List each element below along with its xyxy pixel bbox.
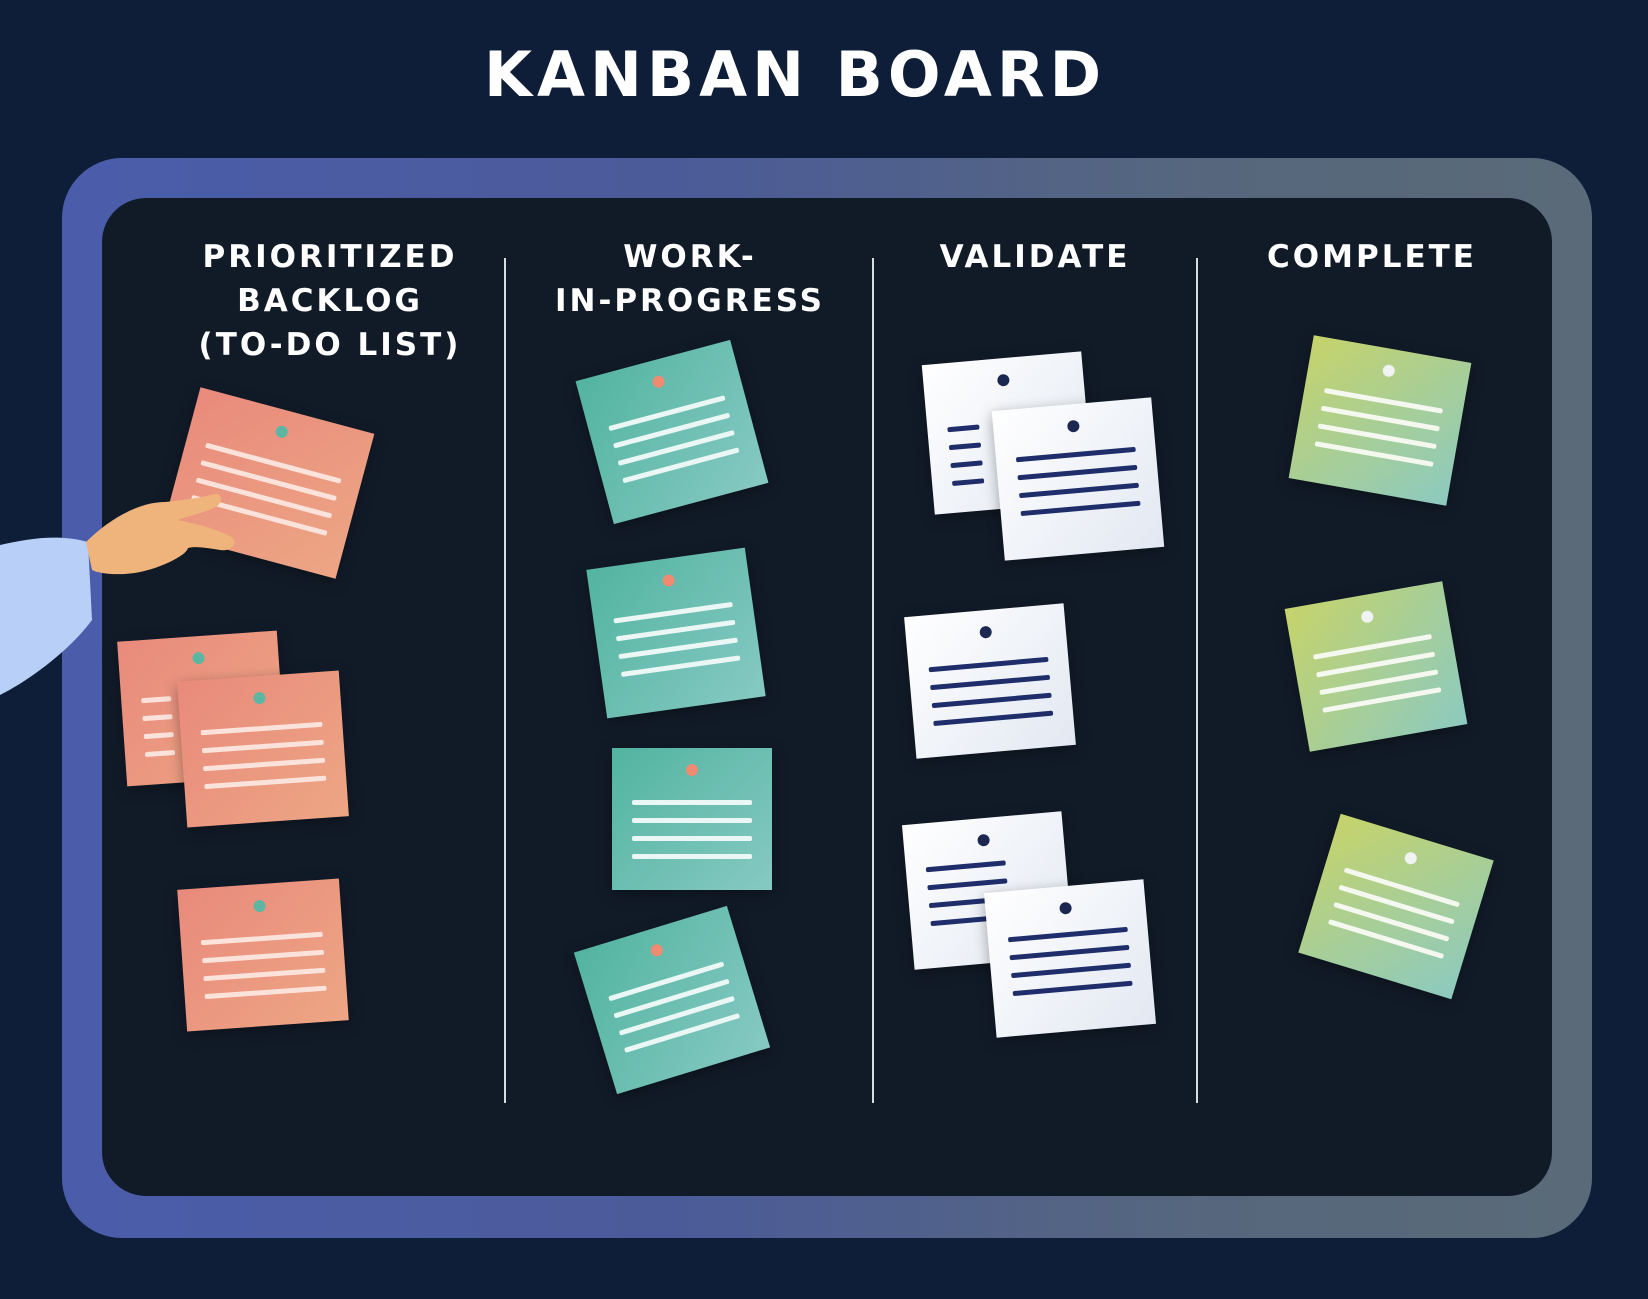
wip-card[interactable] [612,748,772,890]
pin-icon [649,942,665,958]
pin-icon [977,833,991,847]
pin-icon [274,424,290,440]
pin-icon [1059,901,1073,915]
pin-icon [1360,609,1375,624]
page-title: KANBAN BOARD [483,38,1107,111]
pin-icon [651,374,666,390]
column-title-complete: COMPLETE [1267,239,1477,275]
column-divider [504,258,506,1103]
pin-icon [686,764,698,776]
column-title-backlog: PRIORITIZED BACKLOG (TO-DO LIST) [198,239,462,363]
complete-card[interactable] [1288,335,1472,506]
column-title-validate: VALIDATE [939,239,1131,275]
column-title-wip: WORK- IN-PROGRESS [554,239,826,319]
backlog-card[interactable] [177,878,349,1032]
column-divider [1196,258,1198,1103]
complete-card[interactable] [1284,581,1468,752]
validate-card[interactable] [991,397,1165,561]
validate-card[interactable] [983,879,1157,1038]
pin-icon [661,573,676,588]
pin-icon [1381,363,1396,378]
pin-icon [996,373,1010,387]
pin-icon [979,625,993,639]
pin-icon [1066,419,1080,433]
validate-card[interactable] [904,603,1076,759]
pin-icon [253,899,266,913]
hand-icon [0,493,235,695]
wip-card[interactable] [586,547,766,719]
column-divider [872,258,874,1103]
pin-icon [1403,850,1419,866]
